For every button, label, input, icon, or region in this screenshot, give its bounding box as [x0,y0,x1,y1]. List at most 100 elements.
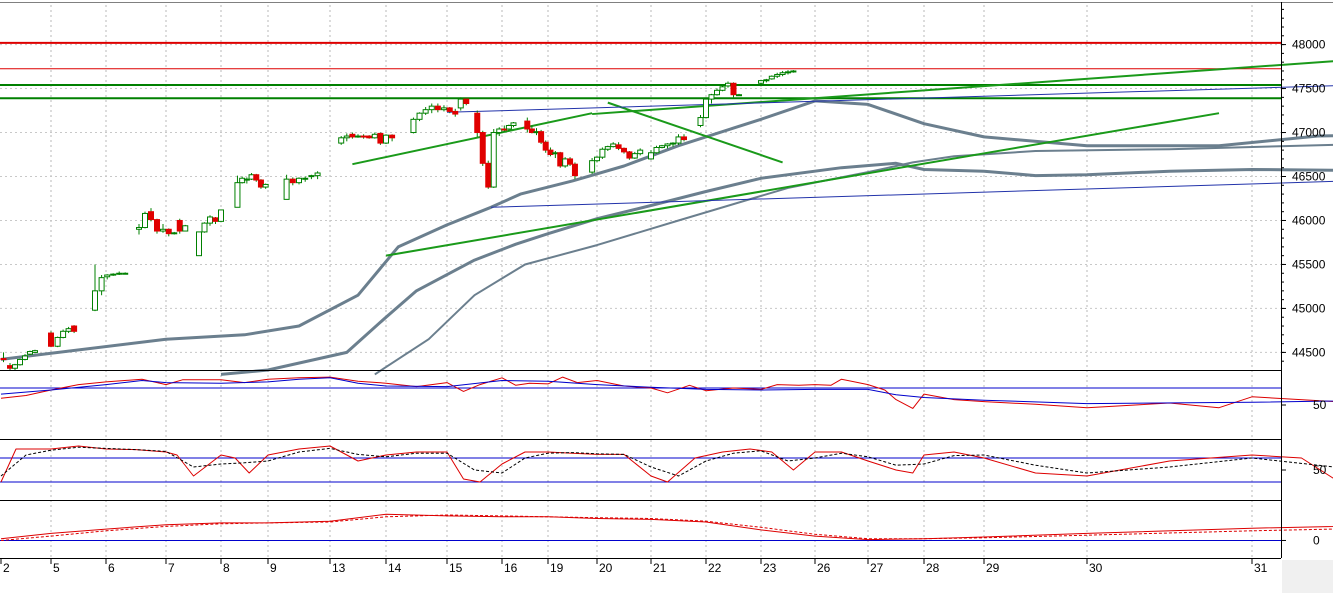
candle [338,136,345,145]
green-trend-line [607,101,783,164]
candle-body [621,147,627,153]
candle [571,162,578,180]
candle [463,98,470,106]
candle [659,144,665,149]
candle [604,145,611,151]
candle-body [104,274,111,278]
candle-body [92,290,98,311]
candle-body [501,128,508,131]
candle [505,124,512,131]
candle-body [664,143,671,147]
candle-body [790,70,797,73]
blue-trend-line [446,85,1333,113]
candle [410,117,417,134]
candle-body [60,330,67,338]
candle-body [631,153,638,159]
x-tick-label: 29 [986,561,1000,575]
indicator-series-line [0,446,1333,477]
candle [730,82,737,98]
candle-body [136,227,142,230]
candle-body [538,131,545,143]
candle-body [730,82,737,96]
candle [562,157,569,168]
candle-body [148,211,154,221]
candle-body [410,118,417,134]
candle [703,97,709,119]
candle-body [54,336,61,347]
candle-body [253,174,260,181]
candle [262,183,269,189]
candle-body [302,177,309,180]
x-tick-label: 22 [708,561,722,575]
candle-body [637,149,644,155]
candle [165,228,172,237]
candle [763,78,770,83]
candle [12,363,18,370]
candle [122,272,129,275]
candle [296,177,302,185]
candle [714,88,720,96]
candle [201,222,208,233]
candle-body [355,135,361,138]
candle-body [116,272,123,275]
candle-body [7,365,13,369]
candle-body [0,358,7,361]
x-tick-label: 31 [1254,561,1268,575]
candle [594,156,600,163]
candle-body [12,364,18,369]
candle-body [463,98,470,105]
candle [416,112,423,122]
candle-body [496,128,503,134]
candle-body [65,328,72,332]
candle [377,132,384,145]
candle [621,147,627,154]
candle [289,177,296,186]
candle [360,134,367,139]
candle [653,145,660,154]
candle [631,151,638,159]
candle-body [452,110,459,115]
x-tick-label: 20 [599,561,613,575]
candle [366,135,373,139]
candle-body [725,82,731,87]
candle-body [98,277,105,292]
candle [22,354,28,361]
candle [160,224,166,233]
candle [422,107,429,115]
x-tick-label: 13 [332,561,346,575]
candle-body [557,152,564,167]
candle-body [122,272,129,275]
candle [434,103,441,113]
candle-body [182,225,189,232]
candle [17,358,23,366]
candle [148,208,154,222]
candle-body [360,135,367,138]
candle-body [708,94,715,100]
candle [736,93,742,97]
candle [670,142,676,147]
candle [681,134,687,142]
candle [60,329,67,339]
candle [446,107,453,114]
candle [253,173,260,182]
candle [538,129,545,144]
candle [136,224,142,235]
candle-body [262,183,269,188]
grid-layer [0,5,1281,558]
blue-trend-line [490,180,1333,208]
candle-body [599,148,606,158]
candle [452,108,459,117]
candle [116,271,123,276]
candle-body [758,80,764,84]
x-tick-label: 27 [870,561,884,575]
candle-body [343,135,350,139]
indicator-panel-1 [0,376,1333,409]
candle-body [604,146,611,150]
candle-body [659,145,665,148]
candle-body [594,156,600,162]
candle-body [763,79,770,82]
candle-body [171,232,178,235]
candle [496,127,503,137]
candle-body [736,94,742,97]
